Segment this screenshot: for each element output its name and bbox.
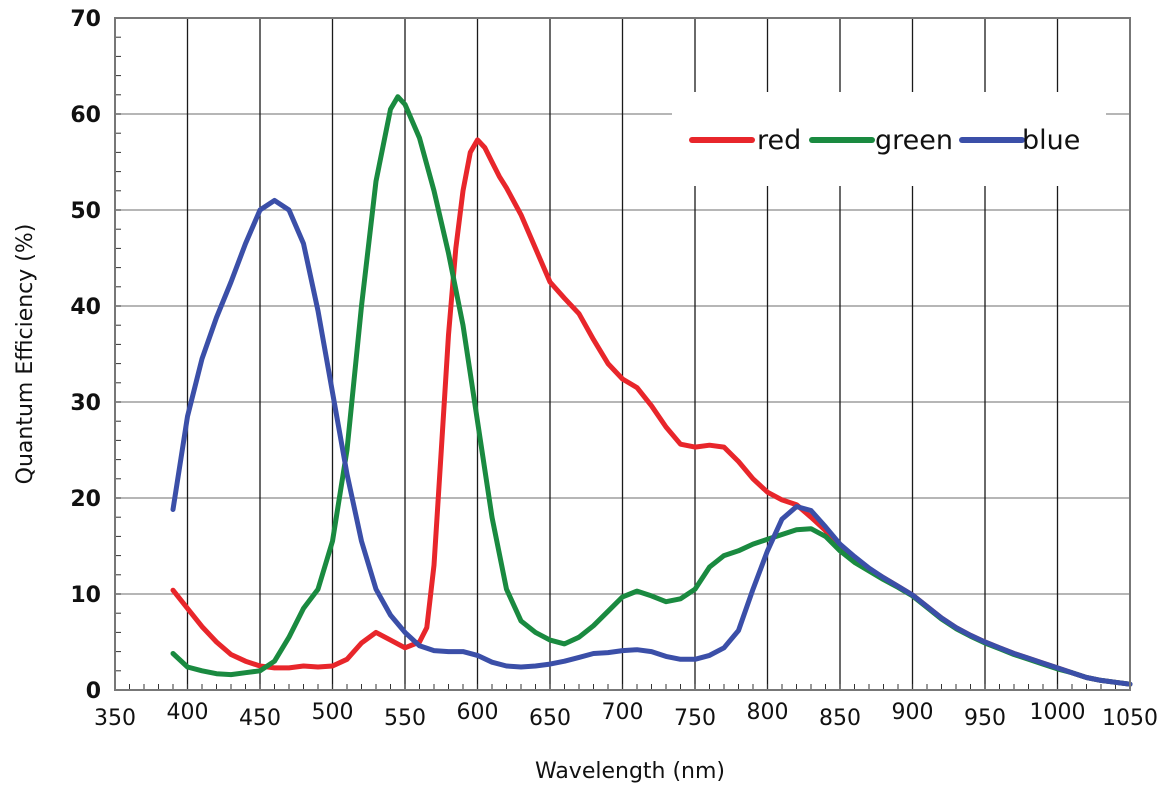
- x-tick-label: 550: [384, 706, 426, 731]
- x-tick-label: 1000: [1030, 700, 1086, 725]
- series-group: [170, 94, 1133, 687]
- series-line-blue: [170, 197, 1133, 687]
- y-tick-label: 0: [86, 679, 101, 704]
- legend: red green blue: [689, 125, 1080, 156]
- x-tick-label: 750: [674, 706, 716, 731]
- legend-label-green: green: [875, 125, 953, 156]
- x-tick-label: 600: [457, 700, 499, 725]
- y-tick-label: 10: [70, 583, 101, 608]
- x-tick-label: 350: [94, 706, 136, 731]
- x-tick-label: 950: [964, 706, 1006, 731]
- x-tick-label: 850: [819, 706, 861, 731]
- y-axis-label: Quantum Efficiency (%): [13, 224, 38, 485]
- x-tick-label: 1050: [1102, 706, 1158, 731]
- y-tick-label: 50: [70, 199, 101, 224]
- x-tick-label: 650: [529, 706, 571, 731]
- y-tick-label: 70: [70, 7, 101, 32]
- x-tick-labels: 350 400 450 500 550 600 650 700 750 800 850 900 950 1…: [94, 700, 1158, 731]
- x-tick-label: 400: [167, 700, 209, 725]
- y-tick-label: 30: [70, 391, 101, 416]
- legend-label-red: red: [757, 125, 801, 156]
- y-tick-labels: 0 10 20 30 40 50 60 70: [70, 7, 101, 704]
- x-tick-label: 500: [312, 700, 354, 725]
- grid: [115, 18, 1130, 690]
- y-tick-label: 20: [70, 487, 101, 512]
- y-tick-label: 40: [70, 295, 101, 320]
- legend-label-blue: blue: [1022, 125, 1080, 156]
- y-tick-label: 60: [70, 103, 101, 128]
- series-line-red: [170, 137, 1133, 687]
- x-tick-label: 450: [239, 706, 281, 731]
- plot-frame: [114, 17, 1131, 691]
- x-tick-label: 700: [602, 700, 644, 725]
- x-tick-label: 800: [747, 700, 789, 725]
- x-axis-label: Wavelength (nm): [535, 759, 725, 784]
- x-tick-label: 900: [892, 700, 934, 725]
